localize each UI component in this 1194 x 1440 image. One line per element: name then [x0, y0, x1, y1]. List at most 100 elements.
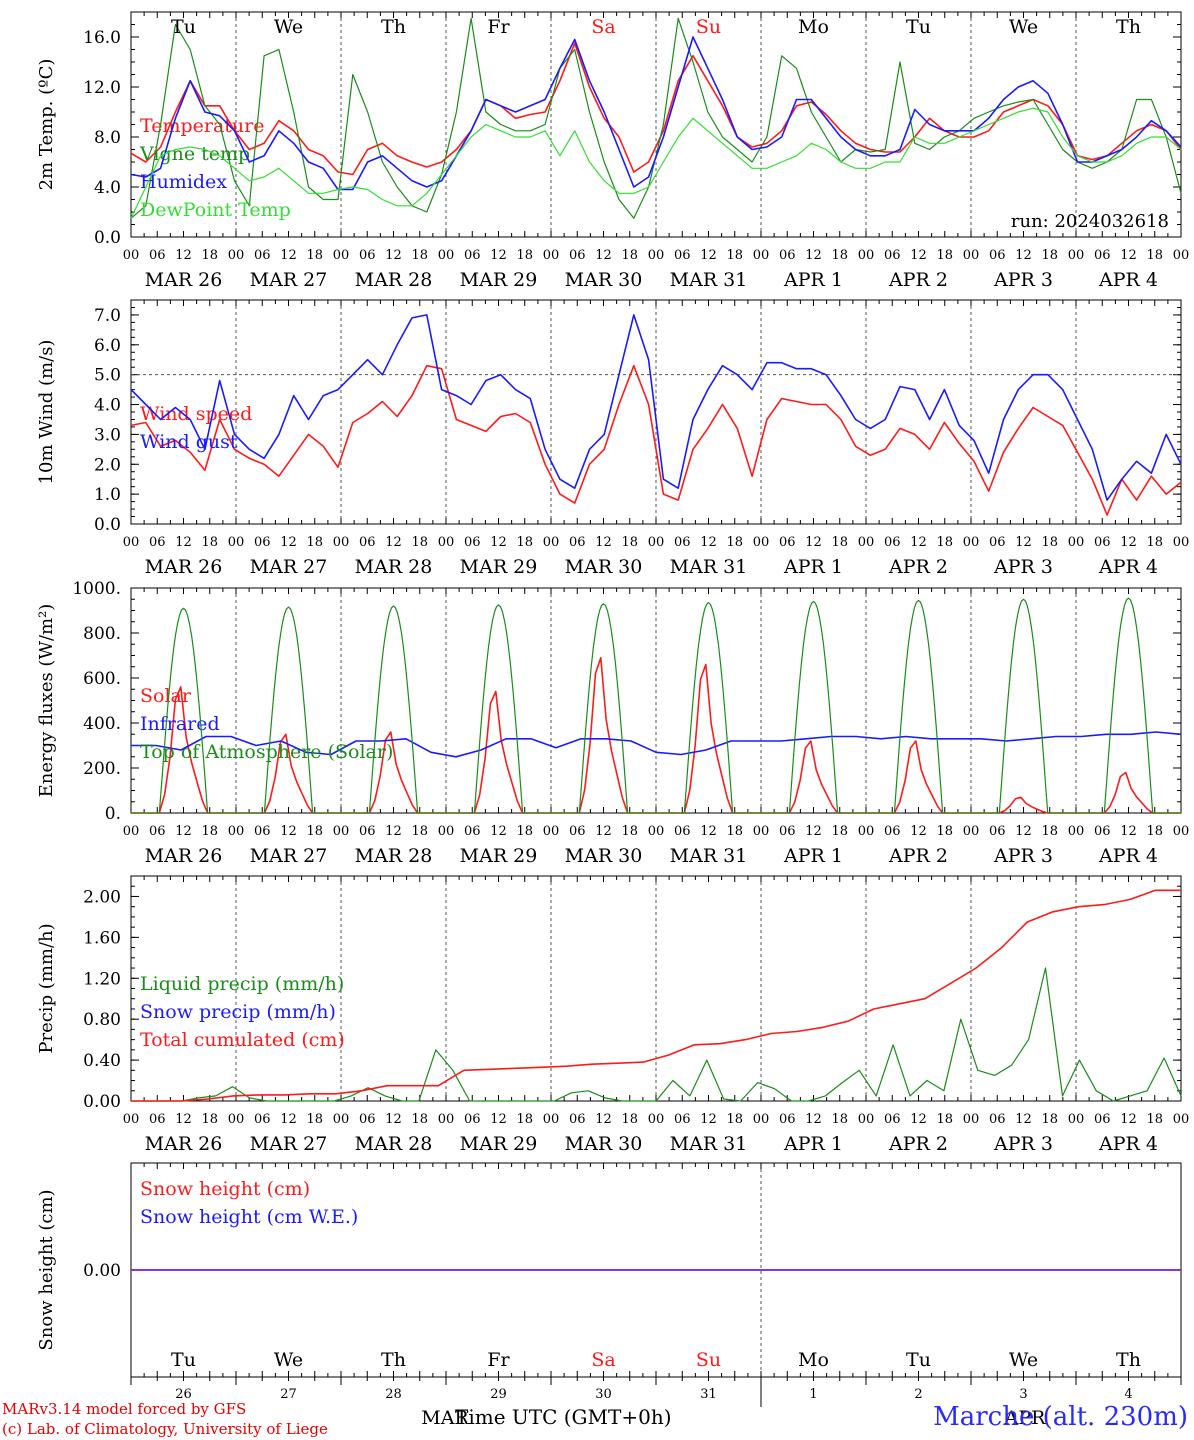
y-tick-label: 600. [83, 669, 121, 689]
hour-tick-label: 06 [779, 535, 796, 550]
hour-tick-label: 12 [385, 248, 402, 263]
hour-tick-label: 06 [674, 535, 691, 550]
weekday-label: Tu [171, 16, 196, 38]
y-tick-label: 12.0 [83, 78, 121, 98]
hour-tick-label: 12 [490, 535, 507, 550]
hour-tick-label: 12 [280, 824, 297, 839]
weekday-label: Su [696, 1349, 721, 1371]
date-label: APR 2 [888, 845, 948, 867]
y-tick-label: 0.40 [83, 1051, 121, 1071]
hour-tick-label: 12 [700, 248, 717, 263]
hour-tick-label: 18 [411, 1112, 428, 1127]
weekday-label: Sa [591, 1349, 615, 1371]
bottom-day-number: 26 [175, 1387, 192, 1402]
date-label: APR 4 [1098, 845, 1158, 867]
hour-tick-label: 12 [385, 535, 402, 550]
hour-tick-label: 12 [385, 1112, 402, 1127]
hour-tick-label: 18 [936, 248, 953, 263]
date-label: APR 4 [1098, 1133, 1158, 1155]
hour-tick-label: 12 [280, 1112, 297, 1127]
date-label: MAR 28 [355, 845, 433, 867]
y-tick-label: 1.0 [94, 485, 121, 505]
hour-tick-label: 12 [805, 535, 822, 550]
hour-tick-label: 00 [753, 1112, 770, 1127]
hour-tick-label: 06 [149, 535, 166, 550]
weekday-label: Th [381, 1349, 406, 1371]
date-label: MAR 26 [145, 845, 223, 867]
hour-tick-label: 00 [963, 1112, 980, 1127]
hour-tick-label: 00 [858, 535, 875, 550]
hour-tick-label: 06 [149, 824, 166, 839]
date-label: MAR 30 [565, 269, 643, 291]
legend-1: Infrared [140, 713, 220, 735]
hour-tick-label: 12 [805, 1112, 822, 1127]
date-label: APR 1 [783, 269, 843, 291]
legend-0: Solar [140, 685, 192, 707]
hour-tick-label: 18 [936, 1112, 953, 1127]
date-label: MAR 28 [355, 1133, 433, 1155]
date-label: MAR 27 [250, 269, 328, 291]
y-tick-label: 2.00 [83, 887, 121, 907]
hour-tick-label: 00 [963, 248, 980, 263]
hour-tick-label: 18 [411, 248, 428, 263]
date-label: MAR 26 [145, 1133, 223, 1155]
hour-tick-label: 00 [543, 535, 560, 550]
hour-tick-label: 00 [438, 248, 455, 263]
hour-tick-label: 00 [333, 824, 350, 839]
hour-tick-label: 06 [254, 535, 271, 550]
date-label: MAR 29 [460, 845, 538, 867]
date-label: MAR 30 [565, 556, 643, 578]
hour-tick-label: 00 [1173, 248, 1190, 263]
legend-1: Snow precip (mm/h) [140, 1001, 336, 1023]
y-tick-label: 3.0 [94, 425, 121, 445]
hour-tick-label: 06 [464, 824, 481, 839]
hour-tick-label: 12 [280, 535, 297, 550]
bottom-month-label: APR [1004, 1407, 1047, 1429]
date-label: APR 4 [1098, 556, 1158, 578]
hour-tick-label: 00 [1173, 1112, 1190, 1127]
hour-tick-label: 00 [1068, 1112, 1085, 1127]
hour-tick-label: 00 [858, 1112, 875, 1127]
hour-tick-label: 06 [569, 824, 586, 839]
legend-0: Liquid precip (mm/h) [140, 973, 344, 995]
hour-tick-label: 06 [884, 824, 901, 839]
hour-tick-label: 06 [989, 535, 1006, 550]
hour-tick-label: 18 [516, 535, 533, 550]
hour-tick-label: 00 [123, 824, 140, 839]
date-label: APR 3 [993, 1133, 1053, 1155]
hour-tick-label: 06 [1094, 1112, 1111, 1127]
date-label: APR 3 [993, 845, 1053, 867]
hour-tick-label: 18 [1041, 248, 1058, 263]
hour-tick-label: 18 [936, 824, 953, 839]
hour-tick-label: 12 [1120, 1112, 1137, 1127]
y-axis-label: 2m Temp. (ºC) [36, 59, 57, 191]
hour-tick-label: 06 [674, 824, 691, 839]
hour-tick-label: 06 [674, 1112, 691, 1127]
hour-tick-label: 18 [726, 248, 743, 263]
hour-tick-label: 18 [726, 535, 743, 550]
hour-tick-label: 12 [490, 1112, 507, 1127]
date-label: MAR 30 [565, 845, 643, 867]
hour-tick-label: 12 [595, 535, 612, 550]
hour-tick-label: 18 [1146, 824, 1163, 839]
weekday-label: Mo [798, 16, 829, 38]
hour-tick-label: 06 [464, 535, 481, 550]
series-line-top-of-atmosphere-solar- [131, 597, 1181, 814]
y-tick-label: 4.0 [94, 396, 121, 416]
hour-tick-label: 06 [149, 1112, 166, 1127]
y-tick-label: 0. [105, 804, 121, 824]
date-label: MAR 27 [250, 1133, 328, 1155]
date-label: MAR 27 [250, 556, 328, 578]
hour-tick-label: 00 [438, 1112, 455, 1127]
weekday-label: Tu [906, 1349, 931, 1371]
weekday-label: Th [381, 16, 406, 38]
hour-tick-label: 12 [1120, 824, 1137, 839]
hour-tick-label: 00 [123, 535, 140, 550]
hour-tick-label: 06 [779, 1112, 796, 1127]
hour-tick-label: 00 [963, 535, 980, 550]
hour-tick-label: 18 [831, 824, 848, 839]
hour-tick-label: 06 [569, 1112, 586, 1127]
hour-tick-label: 06 [464, 248, 481, 263]
y-tick-label: 2.0 [94, 455, 121, 475]
date-label: APR 2 [888, 556, 948, 578]
